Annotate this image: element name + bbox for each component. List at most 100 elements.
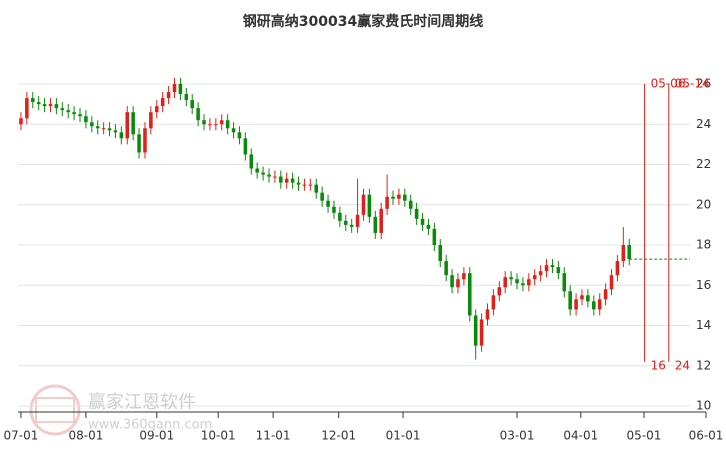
candle-body <box>521 283 525 286</box>
candle-body <box>72 112 76 115</box>
candle-body <box>349 224 354 227</box>
candle-body <box>178 84 183 95</box>
candle-body <box>343 220 348 225</box>
candle-body <box>160 98 165 107</box>
candle-body <box>544 265 549 272</box>
candle-body <box>54 104 59 109</box>
candle-body <box>273 176 277 178</box>
candle-body <box>532 275 537 280</box>
candle-body <box>556 267 561 274</box>
candle-body <box>627 245 631 260</box>
candle-body <box>473 315 478 346</box>
candle-body <box>479 319 484 346</box>
candle-body <box>60 108 65 111</box>
candle-body <box>95 126 100 129</box>
candle-body <box>485 309 490 320</box>
candle-body <box>432 228 437 245</box>
candle-body <box>515 279 519 284</box>
candle-body <box>137 134 141 153</box>
candle-body <box>184 94 189 101</box>
candle-body <box>615 261 620 276</box>
candle-body <box>603 289 608 300</box>
candle-body <box>426 224 431 229</box>
candle-body <box>231 128 236 133</box>
x-tick-label: 08-01 <box>68 429 103 443</box>
candle-body <box>214 124 218 126</box>
cycle-date: 05-06 <box>651 77 686 91</box>
candle-body <box>290 178 295 183</box>
watermark-logo <box>29 384 81 436</box>
x-tick-label: 10-01 <box>201 429 236 443</box>
x-tick-label: 11-01 <box>256 429 291 443</box>
candle-body <box>296 182 301 185</box>
candle-body <box>101 128 106 130</box>
candle-body <box>267 174 271 177</box>
candle-body <box>497 287 502 296</box>
y-tick-label: 10 <box>696 399 711 413</box>
candle-body <box>107 128 112 131</box>
candle-body <box>379 208 383 233</box>
x-tick-label: 09-01 <box>139 429 174 443</box>
candle-body <box>373 216 378 233</box>
candle-body <box>326 200 330 207</box>
candle-body <box>284 178 289 183</box>
candle-body <box>225 120 230 129</box>
y-tick-label: 16 <box>696 278 711 292</box>
candle-body <box>538 271 543 276</box>
candle-body <box>503 277 507 288</box>
candle-body <box>196 108 200 121</box>
candle-body <box>609 275 614 290</box>
candle-body <box>113 130 118 133</box>
candle-body <box>586 295 590 302</box>
candle-body <box>78 114 82 117</box>
candle-body <box>361 194 366 215</box>
candle-body <box>131 112 135 135</box>
candle-body <box>255 168 259 173</box>
candle-body <box>125 112 130 139</box>
candle-body <box>403 194 407 201</box>
candle-body <box>66 110 70 113</box>
x-tick-label: 06-01 <box>689 429 724 443</box>
candle-body <box>391 196 395 199</box>
candle-body <box>450 275 454 288</box>
candle-body <box>172 84 177 93</box>
candle-body <box>149 112 153 129</box>
candle-body <box>261 172 265 175</box>
candle-body <box>527 279 531 286</box>
y-tick-label: 12 <box>696 358 711 372</box>
candle-body <box>574 299 578 310</box>
candle-body <box>562 273 567 292</box>
candle-body <box>119 132 124 139</box>
candle-body <box>237 132 242 139</box>
candle-body <box>249 154 254 169</box>
candle-body <box>84 116 88 123</box>
candle-body <box>597 299 602 310</box>
y-tick-label: 22 <box>696 157 711 171</box>
y-tick-label: 26 <box>696 77 711 91</box>
candle-body <box>550 265 555 268</box>
y-tick-label: 20 <box>696 197 711 211</box>
x-tick-label: 07-01 <box>4 429 39 443</box>
candle-body <box>320 192 324 201</box>
x-tick-label: 04-01 <box>563 429 598 443</box>
candle-body <box>36 102 41 105</box>
candle-body <box>456 279 460 288</box>
candle-body <box>219 120 224 125</box>
x-tick-label: 12-01 <box>321 429 356 443</box>
candle-body <box>166 92 171 99</box>
candle-body <box>190 100 194 109</box>
watermark-text: 赢家江恩软件 <box>88 391 196 413</box>
candle-body <box>580 295 584 300</box>
candle-body <box>308 184 313 186</box>
candle-body <box>462 273 466 280</box>
candle-body <box>420 218 425 225</box>
candle-body <box>332 206 336 213</box>
y-tick-label: 24 <box>696 117 711 131</box>
x-tick-label: 03-01 <box>500 429 535 443</box>
candle-body <box>48 104 53 107</box>
candle-body <box>355 214 360 227</box>
candle-body <box>408 200 413 209</box>
x-tick-label: 05-01 <box>627 429 662 443</box>
candle-body <box>155 106 159 113</box>
